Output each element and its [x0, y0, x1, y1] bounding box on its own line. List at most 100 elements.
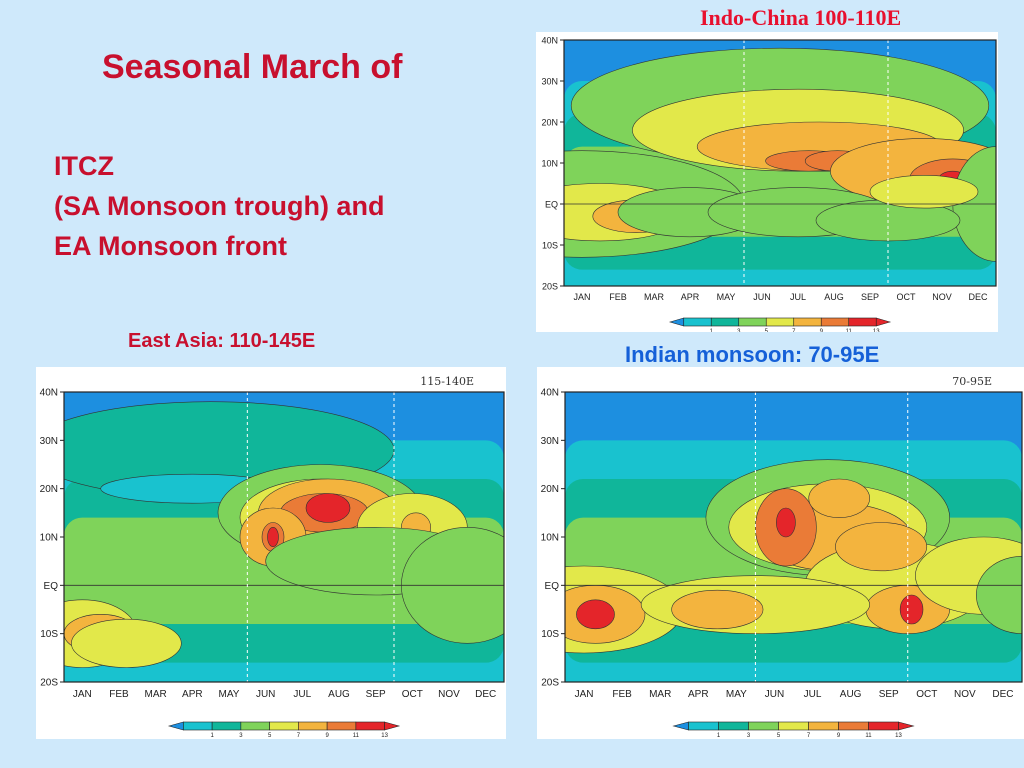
colorbar-segment	[183, 721, 213, 731]
contour-blob	[808, 478, 870, 518]
colorbar-tick-label: 7	[807, 733, 811, 739]
y-tick-label: 20N	[541, 118, 558, 128]
colorbar-tick-label: 7	[792, 329, 796, 332]
x-tick-label: SEP	[879, 689, 899, 700]
y-tick-label: 20S	[542, 282, 558, 292]
x-tick-label: AUG	[840, 689, 862, 700]
x-tick-label: NOV	[932, 292, 952, 302]
panel-title: 115-140E	[420, 375, 474, 388]
colorbar-tick-label: 9	[837, 733, 841, 739]
colorbar-segment	[765, 317, 795, 327]
y-tick-label: 40N	[541, 36, 558, 46]
x-tick-label: JAN	[575, 689, 594, 700]
colorbar-segment	[808, 721, 839, 731]
colorbar-segment	[298, 721, 328, 731]
colorbar-segment	[748, 721, 779, 731]
contour-field	[565, 392, 1022, 682]
colorbar-arrow-right	[875, 317, 892, 327]
colorbar-arrow-left	[668, 317, 685, 327]
contour-blob	[776, 507, 796, 538]
contour-blob	[305, 493, 351, 523]
colorbar-segment	[710, 317, 740, 327]
x-tick-label: MAR	[649, 689, 671, 700]
colorbar-segment	[240, 721, 270, 731]
indochina-label: Indo-China 100-110E	[700, 5, 902, 30]
x-tick-label: SEP	[366, 689, 386, 700]
colorbar-tick-label: 13	[895, 733, 902, 739]
colorbar-tick-label: 11	[846, 329, 853, 332]
subtitle-line-1: ITCZ	[54, 151, 114, 181]
y-tick-label: 20N	[40, 484, 58, 495]
x-tick-label: OCT	[897, 292, 917, 302]
x-tick-label: OCT	[916, 689, 937, 700]
colorbar-tick-label: 13	[381, 733, 388, 739]
colorbar-tick-label: 5	[777, 733, 781, 739]
x-tick-label: APR	[681, 292, 700, 302]
y-tick-label: 40N	[40, 388, 58, 399]
colorbar-tick-label: 5	[268, 733, 272, 739]
colorbar-tick-label: 5	[765, 329, 769, 332]
y-tick-label: 10N	[541, 533, 559, 544]
x-tick-label: JAN	[573, 292, 590, 302]
contour-blob	[899, 594, 924, 625]
y-tick-label: 30N	[541, 436, 559, 447]
colorbar-segment	[326, 721, 357, 731]
colorbar-tick-label: 3	[747, 733, 751, 739]
subtitle-line-3: EA Monsoon front	[54, 231, 287, 261]
x-tick-label: NOV	[954, 689, 976, 700]
colorbar-arrow-right	[898, 721, 915, 731]
x-tick-label: FEB	[109, 689, 129, 700]
contour-field	[64, 392, 504, 682]
y-tick-label: 20S	[541, 678, 559, 689]
x-tick-label: DEC	[992, 689, 1013, 700]
colorbar-arrow-left	[672, 721, 689, 731]
contour-blob	[576, 599, 615, 630]
chart-eastasia: 40N 30N 20N 10N EQ 10S 20S JAN FEB MAR APR MAY JUN JU…	[36, 367, 506, 739]
contour-blob	[671, 589, 764, 630]
colorbar-segment	[793, 317, 822, 327]
x-tick-label: MAR	[644, 292, 665, 302]
x-tick-label: DEC	[968, 292, 988, 302]
x-tick-label: JUN	[765, 689, 784, 700]
y-tick-label: 10S	[541, 629, 559, 640]
indian-label: Indian monsoon: 70-95E	[625, 342, 880, 367]
y-tick-label: 40N	[541, 388, 559, 399]
x-tick-label: JUN	[256, 689, 275, 700]
y-tick-label: 30N	[40, 436, 58, 447]
colorbar-arrow-right	[384, 721, 401, 731]
colorbar-segment	[848, 317, 877, 327]
colorbar-segment	[718, 721, 749, 731]
contour-blob	[869, 175, 979, 209]
y-tick-label: 20N	[541, 484, 559, 495]
x-tick-label: FEB	[609, 292, 627, 302]
x-tick-label: JUL	[293, 689, 311, 700]
colorbar-tick-label: 3	[737, 329, 741, 332]
colorbar-tick-label: 3	[239, 733, 243, 739]
y-tick-label: 10S	[542, 241, 558, 251]
colorbar-segment	[269, 721, 299, 731]
contour-blob	[267, 527, 279, 547]
x-tick-label: APR	[688, 689, 709, 700]
colorbar-segment	[838, 721, 869, 731]
colorbar-tick-label: 7	[297, 733, 301, 739]
y-tick-label: EQ	[44, 581, 59, 592]
x-tick-label: FEB	[612, 689, 632, 700]
colorbar-segment	[688, 721, 719, 731]
y-tick-label: EQ	[545, 200, 558, 210]
colorbar-arrow-left	[167, 721, 184, 731]
x-tick-label: JAN	[73, 689, 92, 700]
colorbar-tick-label: 9	[820, 329, 824, 332]
x-tick-label: MAY	[726, 689, 747, 700]
y-tick-label: 20S	[40, 678, 58, 689]
x-tick-label: MAY	[219, 689, 240, 700]
colorbar-tick-label: 11	[353, 733, 360, 739]
eastasia-label: East Asia: 110-145E	[128, 330, 316, 352]
y-tick-label: 10S	[40, 629, 58, 640]
x-tick-label: AUG	[328, 689, 350, 700]
y-tick-label: 30N	[541, 77, 558, 87]
chart-indian: 40N 30N 20N 10N EQ 10S 20S JAN FEB MAR APR MAY JUN JU…	[537, 367, 1024, 739]
colorbar-segment	[738, 317, 767, 327]
colorbar-tick-label: 13	[873, 329, 880, 332]
y-tick-label: 10N	[541, 159, 558, 169]
colorbar-segment	[778, 721, 809, 731]
